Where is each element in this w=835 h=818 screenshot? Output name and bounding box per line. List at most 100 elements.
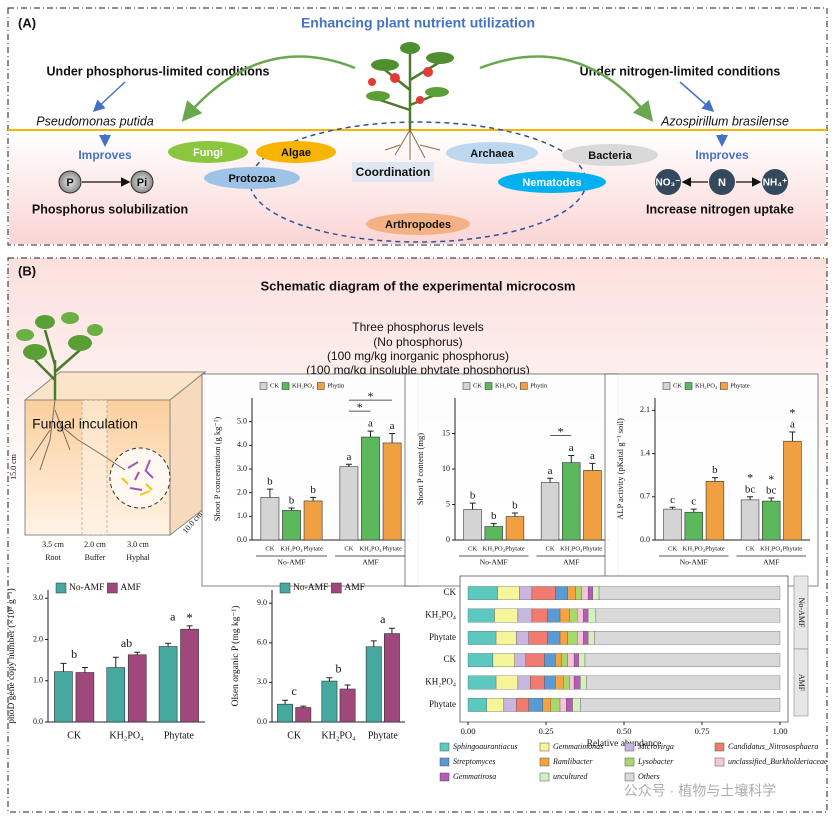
error-bar [589, 462, 596, 471]
bar-segment [516, 630, 529, 645]
x-tick-label: Phytate [505, 545, 525, 552]
node [709, 169, 735, 195]
x-tick-label: 0.25 [539, 726, 554, 736]
node [130, 170, 154, 194]
compartment: Hyphal [126, 553, 150, 562]
bar [562, 462, 581, 541]
bar-segment [528, 697, 544, 712]
y-axis-title: phoD gene copy number (×10⁸ g⁻¹) [6, 588, 17, 724]
legend-swatch [714, 742, 725, 752]
significance-letter: a [170, 610, 176, 624]
arrow [479, 55, 654, 122]
row-label: KH₂PO₄ [425, 677, 456, 687]
x-tick-label: Phytate [583, 545, 603, 552]
legend-label: Phytin [327, 382, 345, 389]
bar-segment [544, 675, 556, 690]
organism: Azospirillum brasilense [660, 114, 789, 128]
bar-segment [577, 630, 584, 645]
legend-label: Gemmatirosa [453, 772, 496, 781]
group-label: Protozoa [228, 173, 276, 185]
y-tick-label: 4.0 [237, 440, 247, 449]
x-tick-label: KH₂PO₄ [560, 545, 583, 552]
outcome: Phosphorus solubilization [32, 202, 188, 216]
significance-letter: b [512, 500, 518, 512]
bar-segment [467, 586, 498, 601]
significance-letter: a [590, 450, 595, 462]
treatment-text: Three phosphorus levels [352, 320, 483, 334]
significance-letter: a [380, 612, 386, 626]
bar [484, 526, 503, 541]
bar [75, 672, 95, 723]
group-label: AMF [797, 674, 806, 692]
significance-letter: b [470, 490, 476, 502]
bar-segment [467, 697, 487, 712]
bar-segment [514, 653, 526, 668]
bar-segment [563, 675, 570, 690]
bar-segment [566, 697, 573, 712]
x-tick-label: CK [265, 545, 274, 552]
y-tick-label: 3.0 [237, 464, 247, 473]
group-label: Bacteria [588, 150, 632, 162]
significance-letter: a [390, 420, 395, 432]
bar-segment [592, 586, 600, 601]
node-label: N [718, 177, 726, 189]
legend-swatch [520, 382, 528, 390]
bar [783, 440, 802, 541]
bar-segment [497, 586, 520, 601]
bar-segment [587, 608, 597, 623]
panel-title: Schematic diagram of the experimental mi… [261, 278, 576, 293]
bar [180, 628, 199, 723]
bar [463, 509, 482, 541]
bar-segment [587, 586, 593, 601]
group-label: No-AMF [480, 558, 508, 567]
center-box [352, 162, 434, 182]
error-bar [490, 523, 497, 527]
legend-label: Candidatus_Nitrososphaera [728, 742, 818, 751]
y-tick-label: 0.0 [33, 717, 43, 726]
y-tick-label: 9.0 [257, 598, 267, 607]
y-tick-label: 0.0 [237, 535, 247, 544]
y-tick-label: 0 [446, 535, 450, 544]
dimension: 3.0 cm [127, 540, 150, 549]
group-label: AMF [362, 558, 378, 567]
bar [54, 671, 73, 723]
y-tick-label: 0.7 [640, 492, 650, 501]
error-bar [547, 477, 554, 483]
node-label: Pi [137, 177, 147, 189]
legend-label: Lysobacter [637, 757, 674, 766]
legend-label: Streptomyces [453, 757, 495, 766]
legend-label: Phytate [730, 382, 750, 389]
legend-label: unclassified_Burkholderiaceae [728, 757, 828, 766]
legend-label: CK [473, 382, 482, 389]
bar [705, 481, 725, 541]
significance-star: * [768, 472, 774, 486]
bar [663, 508, 682, 541]
error-bar [60, 662, 67, 672]
plot-panel [604, 373, 819, 587]
watermark: 公众号 · 植物与土壤科学 [624, 783, 776, 799]
error-bar [388, 627, 395, 634]
x-axis-title: Relative abundance [587, 739, 662, 749]
error-bar [112, 656, 119, 668]
error-bar [344, 684, 351, 689]
legend-label: No-AMF [293, 583, 328, 593]
y-tick-label: 15 [442, 428, 450, 437]
x-tick-label: Phytate [783, 545, 803, 552]
bar [361, 436, 380, 541]
treatment-text: (No phosphorus) [373, 335, 462, 349]
bar-segment [583, 608, 589, 623]
bracket-star: * [368, 389, 374, 403]
legend-swatch [55, 582, 67, 594]
organism: Pseudomonas putida [36, 114, 153, 128]
legend-swatch [439, 742, 450, 752]
y-axis-title: ALP activity (pKatal g⁻¹ soil) [615, 418, 625, 520]
dimension: 15.0 cm [9, 453, 18, 480]
legend-label: CK [673, 382, 682, 389]
error-bar [282, 699, 289, 705]
community-group [446, 142, 538, 164]
legend-swatch [331, 582, 342, 594]
legend-label: Others [638, 772, 660, 781]
bar-segment [567, 653, 575, 668]
legend-swatch [281, 382, 290, 390]
